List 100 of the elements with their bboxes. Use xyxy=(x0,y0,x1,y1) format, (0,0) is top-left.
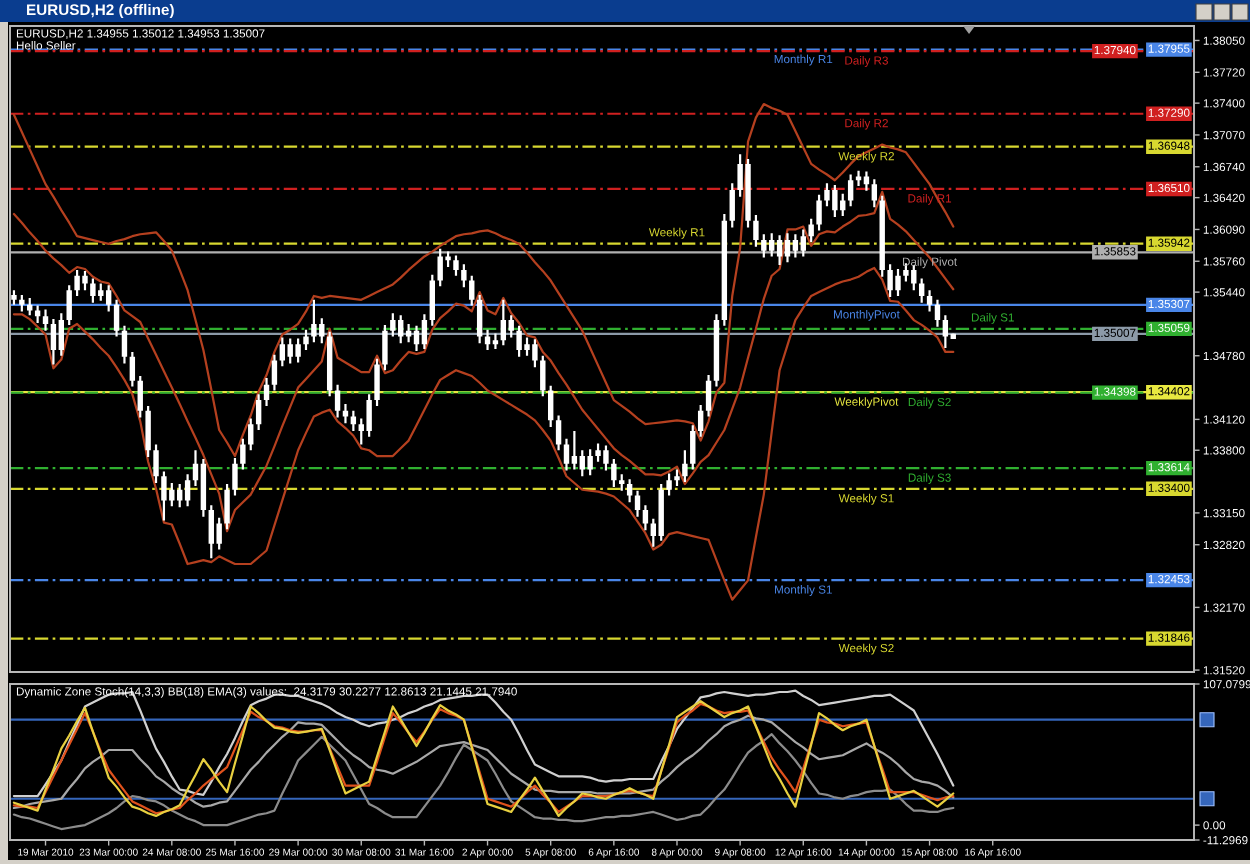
candlestick xyxy=(11,290,17,305)
candlestick xyxy=(555,415,562,451)
candlestick xyxy=(34,305,41,323)
candlestick xyxy=(753,214,759,247)
candlestick xyxy=(382,324,388,371)
candlestick xyxy=(153,444,159,484)
candlestick xyxy=(484,329,491,350)
candlestick xyxy=(808,218,814,242)
candlestick xyxy=(942,315,949,349)
candlestick xyxy=(469,275,475,306)
candlestick xyxy=(571,430,578,470)
candlestick xyxy=(121,325,128,364)
candlestick xyxy=(816,194,822,231)
candlestick xyxy=(240,438,246,470)
candlestick xyxy=(129,351,136,387)
line-series xyxy=(12,190,955,533)
candlestick xyxy=(398,315,404,344)
candlestick xyxy=(847,174,854,207)
candlestick xyxy=(271,354,278,391)
candlestick xyxy=(200,458,207,517)
candlestick xyxy=(611,458,617,487)
candlestick xyxy=(303,329,309,350)
candlestick xyxy=(658,483,664,541)
candlestick xyxy=(19,295,25,312)
candlestick xyxy=(634,490,641,517)
candlestick xyxy=(342,403,349,424)
candlestick xyxy=(82,270,88,291)
candlestick xyxy=(232,457,238,496)
candlestick xyxy=(595,443,601,462)
candlestick xyxy=(461,264,467,288)
candlestick xyxy=(863,171,870,191)
candlestick xyxy=(184,474,191,507)
candlestick xyxy=(532,339,538,368)
candlestick xyxy=(682,450,688,483)
candlestick xyxy=(334,384,341,418)
candlestick xyxy=(208,505,214,559)
candlestick xyxy=(619,474,625,491)
candlestick xyxy=(476,295,483,344)
candlestick xyxy=(366,394,372,437)
candlestick xyxy=(705,375,712,417)
candlestick xyxy=(90,278,96,303)
candlestick xyxy=(879,195,885,277)
candlestick xyxy=(769,233,775,257)
candlestick xyxy=(453,255,459,276)
candlestick xyxy=(421,314,428,349)
candlestick xyxy=(50,319,57,365)
line-series xyxy=(12,689,955,798)
candlestick xyxy=(587,449,593,476)
candlestick xyxy=(287,338,293,364)
candlestick xyxy=(887,264,893,297)
candlestick xyxy=(374,358,380,406)
candlestick xyxy=(547,385,554,428)
candlestick xyxy=(855,170,862,187)
candlestick xyxy=(745,159,751,228)
candlestick xyxy=(674,469,680,486)
candlestick xyxy=(42,309,49,331)
candlestick xyxy=(113,299,120,337)
candlestick xyxy=(279,337,286,367)
candlestick xyxy=(516,325,522,357)
line-series xyxy=(12,714,955,810)
candlestick xyxy=(603,445,609,471)
candlestick xyxy=(263,377,270,406)
candlestick xyxy=(58,313,65,356)
candlestick xyxy=(911,265,917,291)
candlestick xyxy=(255,394,262,430)
candlestick xyxy=(697,404,704,437)
candlestick xyxy=(74,269,80,296)
line-series xyxy=(12,102,955,458)
candlestick xyxy=(326,331,333,397)
candlestick xyxy=(926,290,933,312)
candlestick xyxy=(66,285,72,325)
candlestick xyxy=(492,333,499,349)
candlestick xyxy=(761,234,767,258)
candlestick xyxy=(311,299,317,343)
candlestick xyxy=(871,179,878,208)
candlestick xyxy=(690,425,696,470)
candlestick xyxy=(918,278,925,303)
candlestick xyxy=(437,248,443,287)
candlestick xyxy=(729,183,735,228)
line-series xyxy=(12,733,955,831)
candlestick xyxy=(784,233,791,263)
candlestick xyxy=(792,234,799,258)
candlestick xyxy=(776,235,783,266)
candlestick xyxy=(295,338,301,363)
line-series xyxy=(12,266,955,601)
candlestick xyxy=(626,479,633,503)
candlestick xyxy=(713,314,720,387)
candlestick xyxy=(137,376,143,418)
candlestick xyxy=(390,313,396,337)
candlestick xyxy=(563,438,570,471)
candlestick xyxy=(934,299,941,327)
candlestick xyxy=(350,410,357,431)
candlestick xyxy=(721,214,728,326)
candlestick xyxy=(161,471,167,521)
candlestick xyxy=(224,483,230,530)
candlestick xyxy=(145,405,151,457)
candlestick xyxy=(832,185,838,217)
candlestick xyxy=(540,355,546,397)
candlestick xyxy=(642,505,649,531)
candlestick xyxy=(895,268,901,296)
